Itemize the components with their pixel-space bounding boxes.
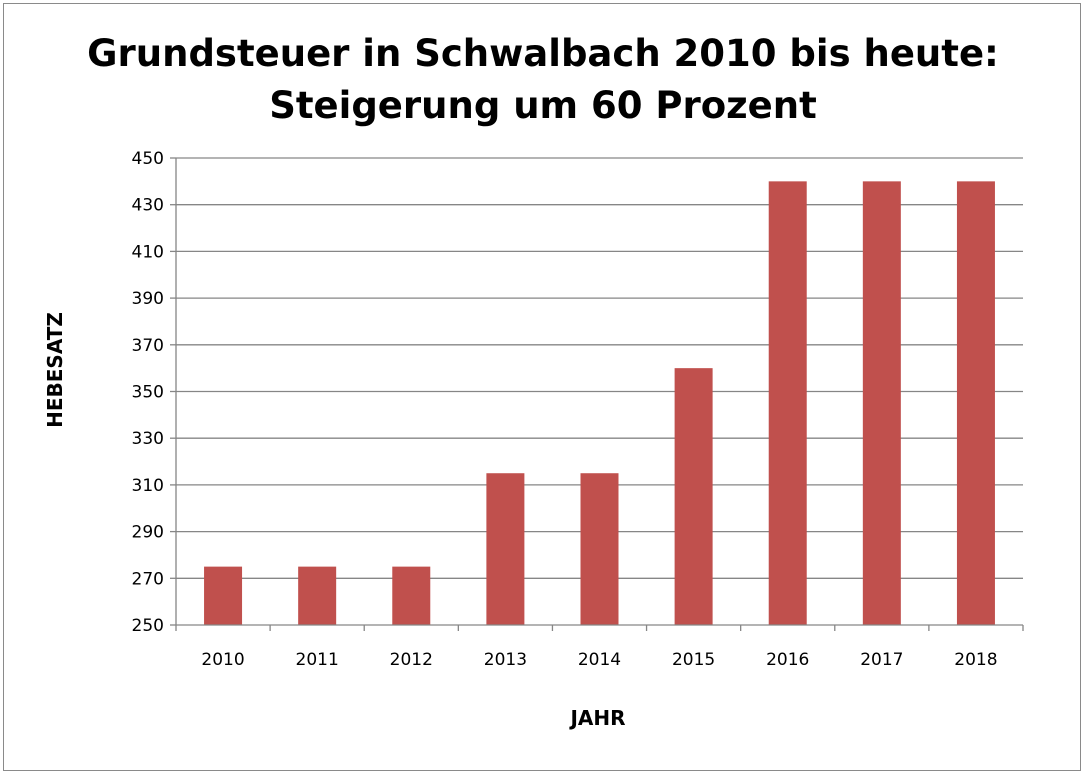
x-axis-title: JAHR xyxy=(568,706,625,730)
bar-2011 xyxy=(298,566,337,625)
y-tick-label: 350 xyxy=(132,383,164,403)
bar-2016 xyxy=(768,181,807,625)
x-tick-label: 2017 xyxy=(860,650,903,670)
x-tick-label: 2013 xyxy=(484,650,527,670)
x-tick-label: 2014 xyxy=(578,650,621,670)
bar-2013 xyxy=(486,473,525,625)
y-tick-label: 430 xyxy=(132,196,164,216)
y-tick-label: 450 xyxy=(132,149,164,169)
chart-title: Grundsteuer in Schwalbach 2010 bis heute… xyxy=(0,28,1086,132)
bar-2015 xyxy=(674,368,713,625)
y-tick-label: 330 xyxy=(132,429,164,449)
bar-2010 xyxy=(204,566,243,625)
x-tick-label: 2015 xyxy=(672,650,715,670)
y-tick-label: 410 xyxy=(132,242,164,262)
bar-2012 xyxy=(392,566,431,625)
x-tick-label: 2012 xyxy=(390,650,433,670)
y-tick-label: 290 xyxy=(132,523,164,543)
y-tick-label: 250 xyxy=(132,616,164,636)
y-axis-title: HEBESATZ xyxy=(43,312,67,428)
y-tick-label: 270 xyxy=(132,569,164,589)
x-tick-label: 2011 xyxy=(296,650,339,670)
chart-title-line-2: Steigerung um 60 Prozent xyxy=(269,84,817,127)
y-tick-label: 390 xyxy=(132,289,164,309)
bar-2018 xyxy=(956,181,995,625)
bar-2014 xyxy=(580,473,619,625)
x-tick-label: 2010 xyxy=(201,650,244,670)
chart-frame xyxy=(3,3,1081,771)
y-tick-label: 310 xyxy=(132,476,164,496)
chart-title-line-1: Grundsteuer in Schwalbach 2010 bis heute… xyxy=(87,32,999,75)
bar-2017 xyxy=(862,181,901,625)
x-tick-label: 2018 xyxy=(954,650,997,670)
y-tick-label: 370 xyxy=(132,336,164,356)
x-tick-label: 2016 xyxy=(766,650,809,670)
